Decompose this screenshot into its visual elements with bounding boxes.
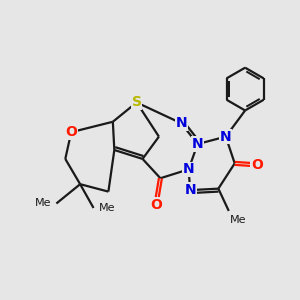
Text: O: O: [150, 198, 162, 212]
Text: Me: Me: [34, 199, 51, 208]
Text: N: N: [183, 162, 194, 176]
Text: O: O: [65, 125, 77, 139]
Text: Me: Me: [230, 215, 247, 225]
Text: Me: Me: [99, 203, 116, 213]
Text: N: N: [184, 183, 196, 197]
Text: O: O: [251, 158, 263, 172]
Text: N: N: [192, 137, 203, 151]
Text: S: S: [132, 95, 142, 110]
Text: N: N: [220, 130, 232, 144]
Text: N: N: [176, 116, 187, 130]
